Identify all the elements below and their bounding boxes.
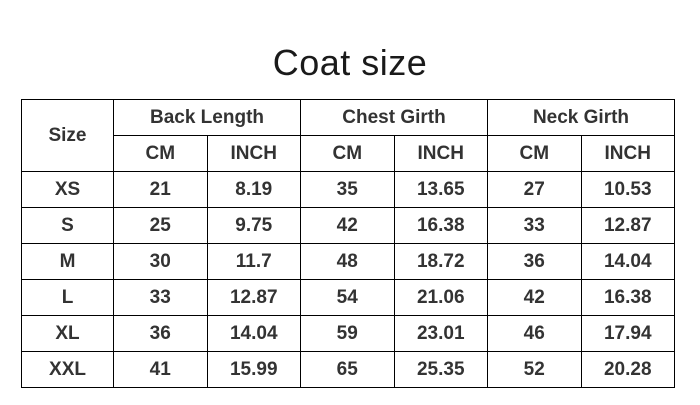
cell-value: 25.35 xyxy=(393,351,488,388)
cell-value: 42 xyxy=(300,207,395,244)
unit-header-back-length-cm: CM xyxy=(113,135,208,172)
cell-value: 17.94 xyxy=(580,315,675,352)
row-size-label: XXL xyxy=(21,351,114,388)
row-size-label: M xyxy=(21,243,114,280)
cell-value: 14.04 xyxy=(206,315,301,352)
cell-value: 20.28 xyxy=(580,351,675,388)
table-row-xs: XS 21 8.19 35 13.65 27 10.53 xyxy=(21,171,675,208)
column-header-size: Size xyxy=(21,99,114,172)
cell-value: 48 xyxy=(300,243,395,280)
unit-header-back-length-inch: INCH xyxy=(206,135,301,172)
cell-value: 14.04 xyxy=(580,243,675,280)
cell-value: 52 xyxy=(487,351,582,388)
cell-value: 46 xyxy=(487,315,582,352)
cell-value: 11.7 xyxy=(206,243,301,280)
table-row-s: S 25 9.75 42 16.38 33 12.87 xyxy=(21,207,675,244)
group-header-back-length: Back Length xyxy=(113,99,301,136)
cell-value: 8.19 xyxy=(206,171,301,208)
cell-value: 36 xyxy=(487,243,582,280)
table-row-l: L 33 12.87 54 21.06 42 16.38 xyxy=(21,279,675,316)
table-header-row-units: CM INCH CM INCH CM INCH xyxy=(22,135,675,172)
unit-header-neck-girth-cm: CM xyxy=(487,135,582,172)
cell-value: 16.38 xyxy=(580,279,675,316)
cell-value: 16.38 xyxy=(393,207,488,244)
unit-header-chest-girth-cm: CM xyxy=(300,135,395,172)
cell-value: 59 xyxy=(300,315,395,352)
unit-header-neck-girth-inch: INCH xyxy=(580,135,675,172)
group-header-chest-girth: Chest Girth xyxy=(300,99,488,136)
cell-value: 33 xyxy=(487,207,582,244)
table-header-row-groups: Size Back Length Chest Girth Neck Girth xyxy=(21,99,675,172)
cell-value: 27 xyxy=(487,171,582,208)
cell-value: 23.01 xyxy=(393,315,488,352)
row-size-label: XS xyxy=(21,171,114,208)
cell-value: 13.65 xyxy=(393,171,488,208)
cell-value: 12.87 xyxy=(580,207,675,244)
cell-value: 15.99 xyxy=(206,351,301,388)
cell-value: 42 xyxy=(487,279,582,316)
group-header-neck-girth: Neck Girth xyxy=(487,99,675,136)
cell-value: 65 xyxy=(300,351,395,388)
cell-value: 21.06 xyxy=(393,279,488,316)
cell-value: 36 xyxy=(113,315,208,352)
table-row-xxl: XXL 41 15.99 65 25.35 52 20.28 xyxy=(21,351,675,388)
cell-value: 33 xyxy=(113,279,208,316)
table-row-xl: XL 36 14.04 59 23.01 46 17.94 xyxy=(21,315,675,352)
cell-value: 41 xyxy=(113,351,208,388)
page-title: Coat size xyxy=(272,42,428,83)
cell-value: 25 xyxy=(113,207,208,244)
cell-value: 10.53 xyxy=(580,171,675,208)
row-size-label: S xyxy=(21,207,114,244)
row-size-label: L xyxy=(21,279,114,316)
cell-value: 18.72 xyxy=(393,243,488,280)
cell-value: 21 xyxy=(113,171,208,208)
unit-header-chest-girth-inch: INCH xyxy=(393,135,488,172)
cell-value: 12.87 xyxy=(206,279,301,316)
cell-value: 54 xyxy=(300,279,395,316)
cell-value: 30 xyxy=(113,243,208,280)
table-row-m: M 30 11.7 48 18.72 36 14.04 xyxy=(21,243,675,280)
row-size-label: XL xyxy=(21,315,114,352)
cell-value: 35 xyxy=(300,171,395,208)
size-chart-table: Size Back Length Chest Girth Neck Girth … xyxy=(21,99,675,388)
cell-value: 9.75 xyxy=(206,207,301,244)
